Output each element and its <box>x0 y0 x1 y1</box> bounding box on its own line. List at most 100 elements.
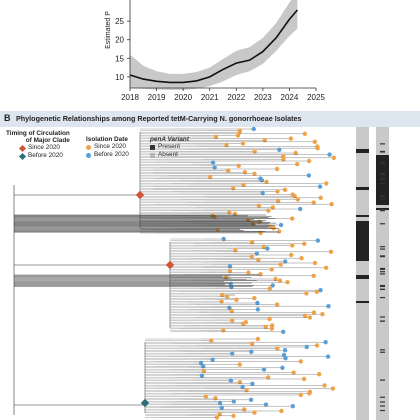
tip-dot <box>248 397 254 402</box>
tip-dot <box>307 391 312 396</box>
tip-dot <box>327 152 332 157</box>
y-tick-label: 15 <box>115 54 124 63</box>
tip-dot <box>326 304 331 309</box>
panel-letter: B <box>4 113 11 123</box>
tip-dot <box>224 142 229 148</box>
tip-dot <box>227 268 233 274</box>
tip-dot <box>290 243 295 248</box>
tip-dot <box>315 146 320 151</box>
tip-dot <box>276 229 282 234</box>
tip-dot <box>298 359 303 364</box>
tip-dot <box>290 404 295 409</box>
tip-dot <box>255 336 261 342</box>
legend-isolation-since: Since 2020 <box>94 143 126 150</box>
tip-dot <box>277 147 282 152</box>
tip-dot <box>237 380 243 385</box>
x-tick-label: 2024 <box>281 93 299 102</box>
pena-present-tick <box>380 401 385 403</box>
tip-dot <box>221 236 226 242</box>
tip-dot <box>231 186 236 191</box>
legend-pena-header: penA Variant <box>150 136 189 143</box>
tip-dot <box>317 372 322 377</box>
tip-dot <box>210 160 216 165</box>
tip-dot <box>277 278 283 283</box>
pena-present-tick <box>380 273 385 275</box>
tip-dot <box>275 346 280 351</box>
x-tick-label: 2023 <box>254 93 272 102</box>
tip-dot <box>318 288 323 293</box>
tip-dot <box>311 273 316 278</box>
tip-dot <box>306 158 312 164</box>
tip-dot <box>269 326 275 331</box>
y-axis-label: Estimated P <box>105 11 112 49</box>
pena-present-tick <box>380 268 385 270</box>
tip-dot <box>200 364 206 369</box>
tip-dot <box>281 157 286 162</box>
clade-marker-since-2020 <box>165 260 175 270</box>
tip-dot <box>269 267 274 272</box>
legend-isolation-before: Before 2020 <box>94 151 129 158</box>
tip-dot <box>273 276 278 282</box>
tip-dot <box>325 354 331 359</box>
pena-present-band <box>356 221 369 261</box>
tip-dot <box>275 189 280 194</box>
tip-dot <box>322 383 327 388</box>
panel-a: 2018 2019 2020 2021 2022 2023 2024 2025 10 15 20 25… <box>0 0 420 110</box>
x-tick-label: 2025 <box>307 93 325 102</box>
tip-dot <box>237 362 242 367</box>
pena-present-tick <box>380 198 385 200</box>
tip-dot <box>217 400 223 406</box>
tip-dot <box>263 402 269 407</box>
tip-dot <box>317 184 323 189</box>
tip-dot <box>259 178 265 183</box>
pena-present-tick <box>380 223 385 225</box>
tip-dot <box>320 312 325 317</box>
pena-present-tick <box>380 396 385 398</box>
tip-dot <box>314 343 320 348</box>
panel-b-header: B Phylogenetic Relationships among Repor… <box>0 111 420 127</box>
tip-dot <box>261 367 267 372</box>
tip-dot <box>281 154 286 159</box>
tip-dot <box>256 257 261 262</box>
tip-dot <box>288 136 294 141</box>
tip-dot <box>293 150 298 156</box>
pena-present-tick <box>380 248 385 250</box>
tip-dot <box>328 249 334 254</box>
tip-dot <box>228 378 234 383</box>
pena-present-tick <box>380 143 385 145</box>
square-icon-present <box>150 144 155 150</box>
tip-dot <box>292 194 297 199</box>
tip-dot <box>270 205 275 210</box>
tip-dot <box>306 173 312 178</box>
pena-present-tick <box>380 379 385 381</box>
pena-present-band <box>356 275 369 279</box>
pena-present-band <box>356 187 369 190</box>
pena-present-tick <box>380 349 385 351</box>
pena-present-tick <box>380 177 385 179</box>
tip-dot <box>240 321 246 326</box>
pena-present-tick <box>380 320 385 322</box>
legend-timing-since: Since 2020 <box>28 144 60 151</box>
x-tick-label: 2019 <box>148 93 166 102</box>
tip-dot <box>289 252 294 258</box>
series-line <box>129 9 299 84</box>
pena-present-tick <box>380 271 385 273</box>
tip-dot <box>264 179 269 184</box>
tip-dot <box>252 296 257 301</box>
tip-dot <box>246 270 251 275</box>
tip-dot <box>249 240 255 245</box>
tip-dot <box>249 254 254 259</box>
tip-dot <box>267 316 272 322</box>
pena-present-tick <box>380 288 385 290</box>
tip-dot <box>295 197 301 202</box>
legend-timing: Timing of Circulation of Major Clade Sin… <box>6 130 70 160</box>
pena-present-tick <box>380 409 385 412</box>
tip-dot <box>265 375 271 380</box>
tip-dot <box>233 248 238 253</box>
tip-dot <box>260 190 265 196</box>
pena-present-tick <box>380 195 385 198</box>
tip-dot <box>269 323 275 328</box>
tip-dot <box>279 408 284 414</box>
tip-dot <box>258 272 263 277</box>
tip-dot <box>275 198 281 204</box>
